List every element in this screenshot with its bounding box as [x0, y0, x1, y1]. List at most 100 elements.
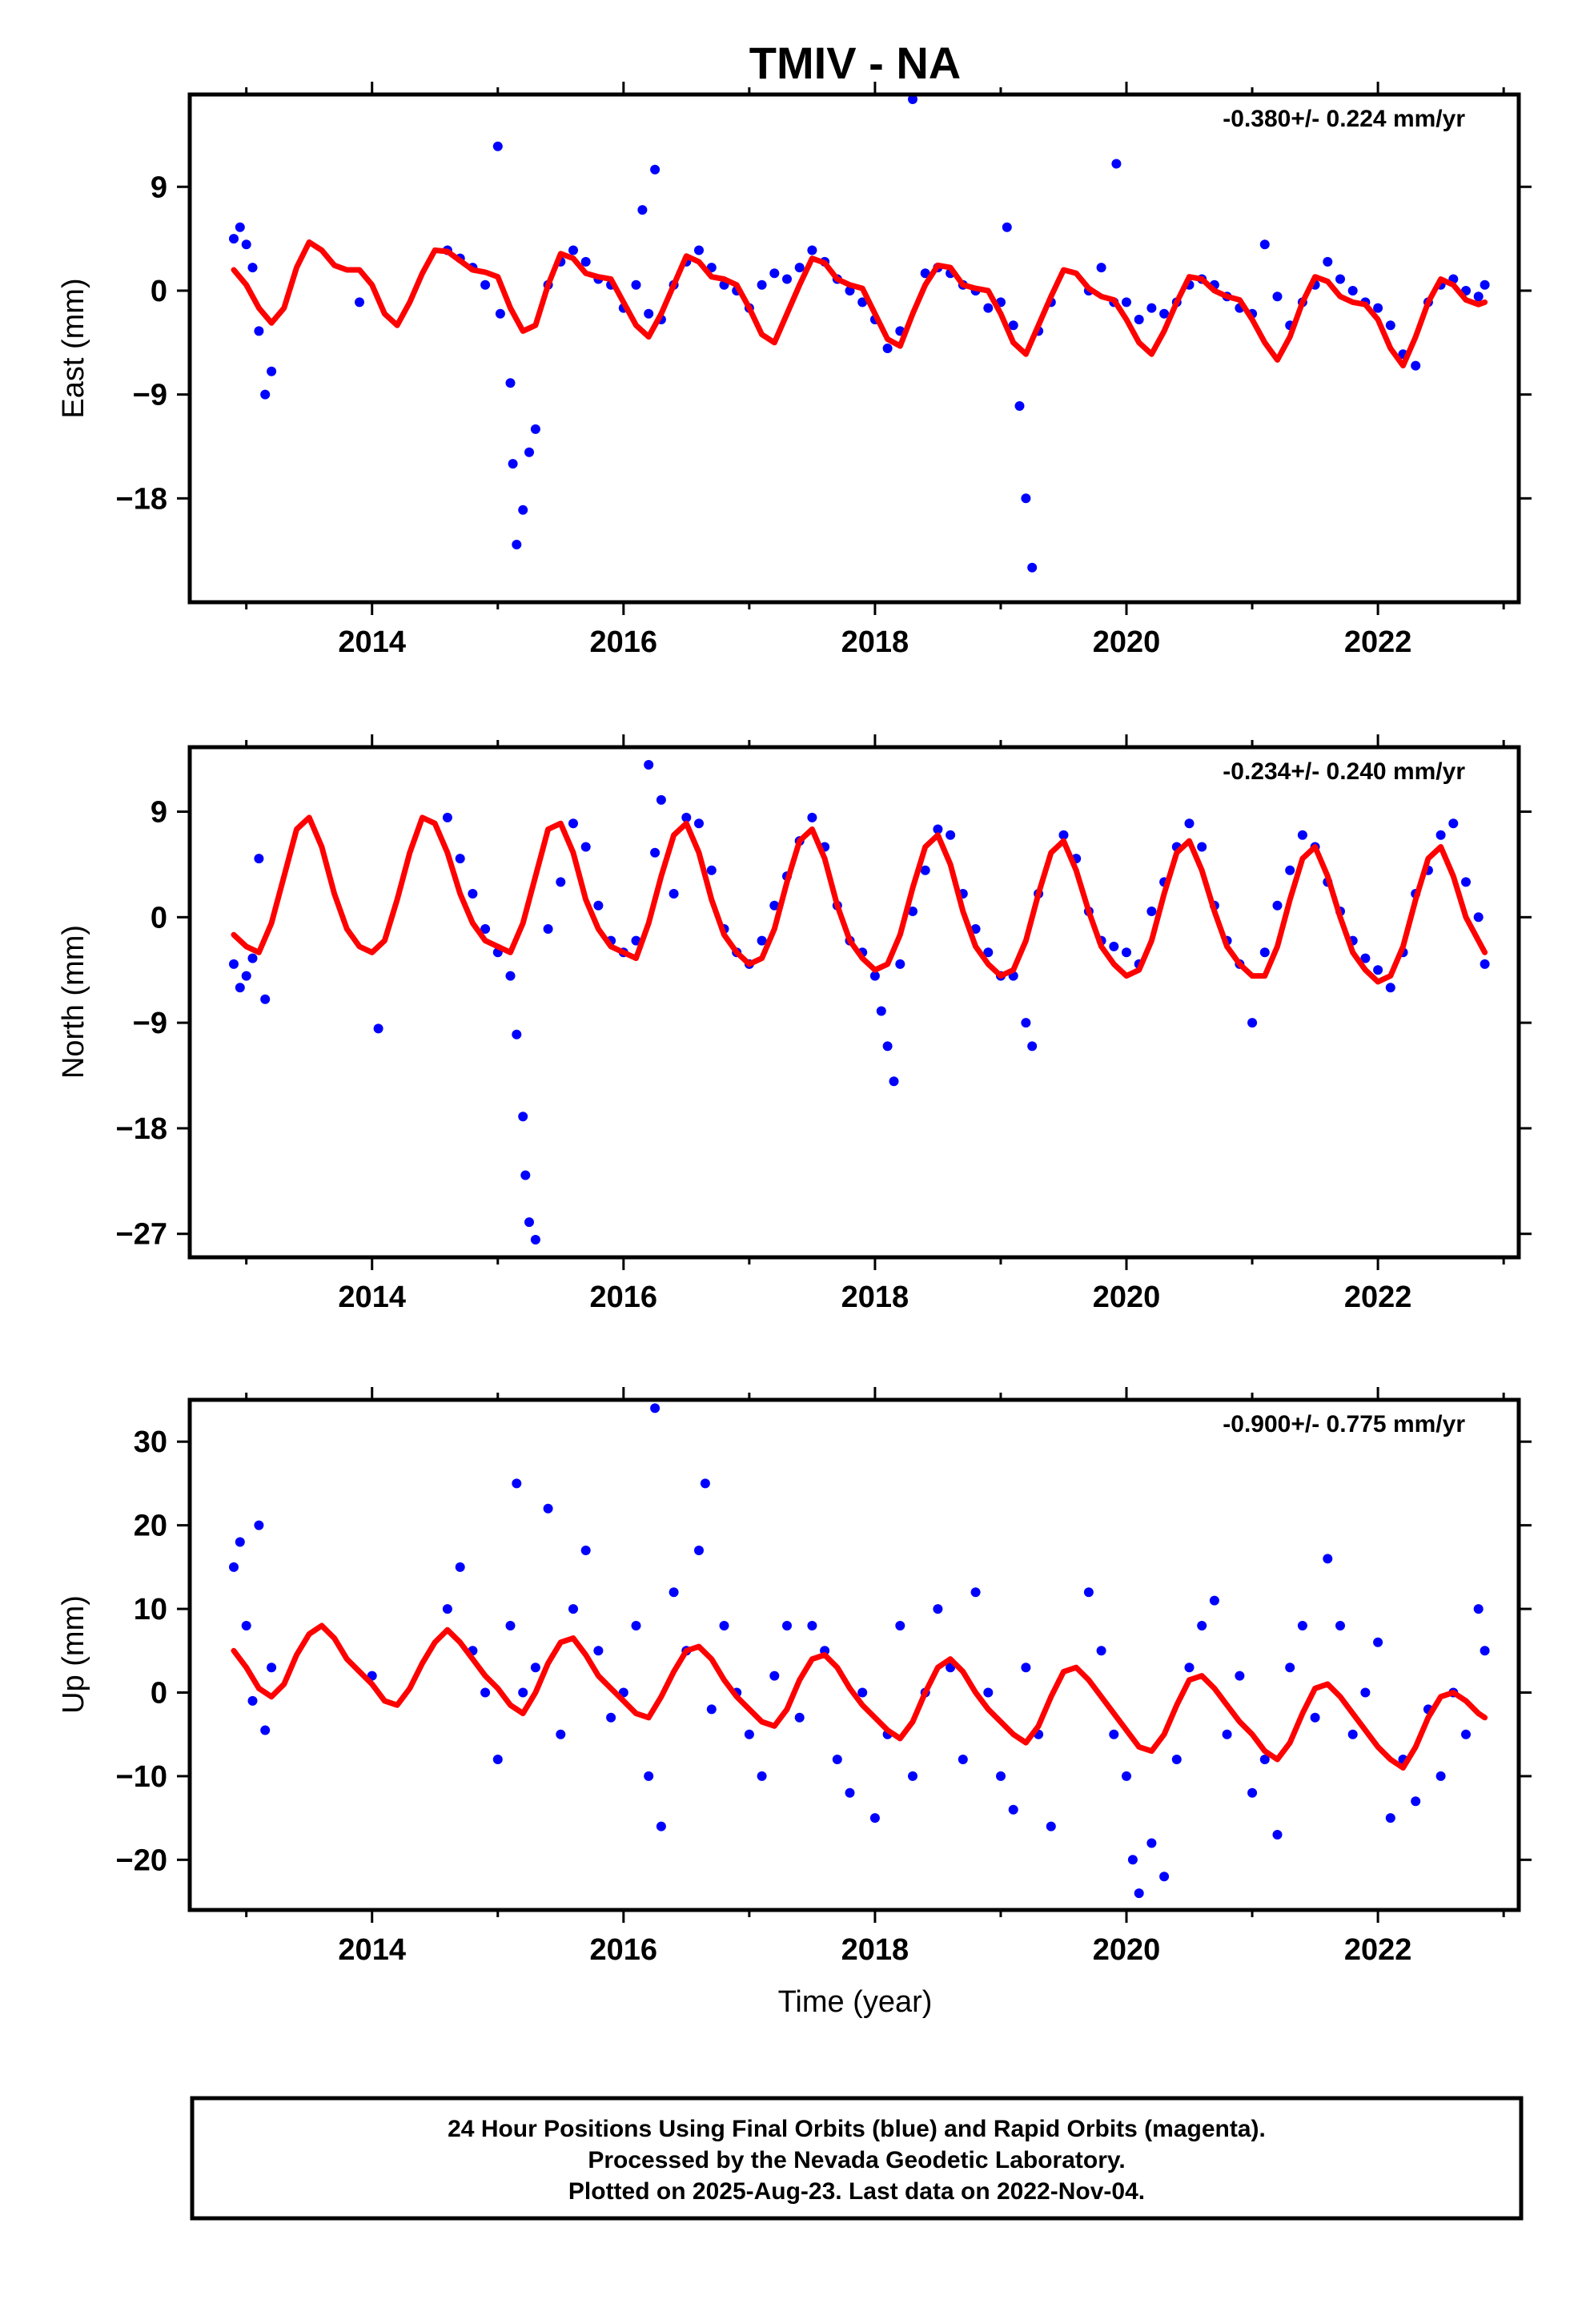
- east-data-point: [480, 279, 491, 290]
- north-data-point: [530, 1235, 540, 1244]
- up-data-point: [1272, 1830, 1283, 1839]
- up-data-point: [1310, 1712, 1320, 1723]
- north-data-point: [1473, 912, 1484, 923]
- up-data-point: [1411, 1796, 1421, 1807]
- north-data-point: [908, 907, 917, 916]
- up-data-point: [267, 1663, 277, 1673]
- north-plot-frame: [187, 745, 1521, 1260]
- up-data-point: [1096, 1646, 1106, 1656]
- up-data-point: [442, 1604, 452, 1614]
- east-data-point: [644, 308, 654, 319]
- north-data-point: [247, 953, 258, 963]
- north-data-point: [1448, 818, 1459, 829]
- up-data-point: [254, 1520, 264, 1530]
- north-data-point: [241, 971, 251, 981]
- north-data-point: [1360, 953, 1371, 963]
- north-data-point: [631, 935, 641, 946]
- up-data-point: [1323, 1554, 1333, 1564]
- up-data-point: [235, 1537, 245, 1547]
- up-data-point: [1109, 1729, 1119, 1739]
- north-data-point: [505, 971, 516, 981]
- north-x-tick-label: 2020: [1093, 1281, 1161, 1314]
- north-data-point: [706, 865, 717, 875]
- up-y-tick-label: 10: [134, 1593, 167, 1626]
- up-data-point: [1046, 1821, 1056, 1831]
- north-data-point: [1373, 965, 1383, 975]
- north-data-point: [593, 900, 604, 911]
- up-data-point: [1159, 1872, 1170, 1882]
- up-data-point: [1473, 1604, 1484, 1614]
- east-data-point: [757, 279, 767, 290]
- north-data-point: [568, 818, 578, 829]
- up-data-point: [1197, 1621, 1207, 1630]
- north-data-point: [876, 1006, 886, 1016]
- north-data-point: [1385, 983, 1395, 993]
- north-data-point: [1259, 947, 1270, 958]
- up-data-point: [744, 1729, 754, 1739]
- up-data-point: [241, 1621, 251, 1630]
- east-data-point: [769, 268, 780, 279]
- up-data-point: [706, 1704, 717, 1715]
- up-data-point: [1171, 1755, 1182, 1764]
- up-data-point: [1247, 1787, 1258, 1798]
- north-data-point: [694, 818, 704, 829]
- east-data-point: [637, 205, 648, 215]
- up-data-point: [719, 1621, 729, 1630]
- east-data-point: [857, 297, 868, 308]
- footer-line-2: Processed by the Nevada Geodetic Laborat…: [588, 2147, 1125, 2173]
- up-data-point: [694, 1546, 704, 1555]
- north-panel: 2014 2016 2018 2020 2022 9 0 −9 −18 −27 -0.234+/-…: [57, 734, 1532, 1314]
- up-data-point: [769, 1671, 780, 1681]
- north-data-marks: [229, 760, 1490, 1244]
- east-data-point: [235, 222, 245, 232]
- up-axis-ticks: 2014 2016 2018 2020 2022 30 20 10 0 −10 −20: [116, 1387, 1532, 1967]
- north-data-point: [1297, 830, 1307, 840]
- east-data-point: [1096, 263, 1106, 273]
- up-y-tick-label: 20: [134, 1510, 167, 1543]
- footer-line-1: 24 Hour Positions Using Final Orbits (bl…: [448, 2116, 1266, 2142]
- up-x-tick-label: 2022: [1344, 1933, 1412, 1967]
- east-data-point: [1272, 292, 1283, 302]
- up-data-point: [492, 1755, 503, 1764]
- up-data-point: [229, 1562, 239, 1572]
- north-data-point: [1027, 1041, 1038, 1051]
- north-y-tick-label: 0: [151, 901, 167, 935]
- north-data-point: [1197, 842, 1207, 852]
- east-data-point: [568, 245, 578, 255]
- north-data-point: [1461, 877, 1471, 887]
- up-data-point: [505, 1621, 516, 1630]
- north-data-point: [889, 1076, 899, 1087]
- east-data-point: [1134, 315, 1144, 324]
- north-data-point: [650, 847, 661, 858]
- east-data-point: [1021, 493, 1031, 504]
- east-data-point: [908, 94, 917, 104]
- up-data-point: [1146, 1838, 1157, 1848]
- east-y-tick-label: 9: [151, 171, 167, 204]
- east-data-point: [508, 459, 518, 469]
- up-data-point: [857, 1687, 868, 1698]
- north-data-point: [757, 935, 767, 946]
- east-data-point: [1473, 292, 1484, 302]
- up-data-point: [1184, 1663, 1195, 1673]
- north-data-point: [946, 830, 956, 840]
- north-model-fit-line: [231, 814, 1488, 985]
- up-data-point: [1373, 1637, 1383, 1647]
- north-y-axis-label: North (mm): [57, 925, 90, 1079]
- east-data-point: [495, 308, 505, 319]
- up-data-point: [606, 1712, 616, 1723]
- up-panel: 2014 2016 2018 2020 2022 30 20 10 0 −10 −20 -0.900…: [57, 1387, 1532, 2019]
- east-data-point: [512, 540, 522, 549]
- north-data-point: [1058, 830, 1069, 840]
- north-data-point: [933, 824, 943, 834]
- north-x-tick-label: 2016: [590, 1281, 658, 1314]
- up-data-point: [832, 1755, 842, 1764]
- east-data-point: [1111, 159, 1122, 169]
- east-data-point: [631, 279, 641, 290]
- up-data-point: [1297, 1621, 1307, 1630]
- east-data-point: [1411, 360, 1421, 371]
- up-data-point: [1134, 1888, 1144, 1899]
- north-y-tick-label: −9: [133, 1007, 167, 1040]
- up-plot-frame: [187, 1397, 1521, 1912]
- east-rate-label: -0.380+/- 0.224 mm/yr: [1223, 106, 1465, 132]
